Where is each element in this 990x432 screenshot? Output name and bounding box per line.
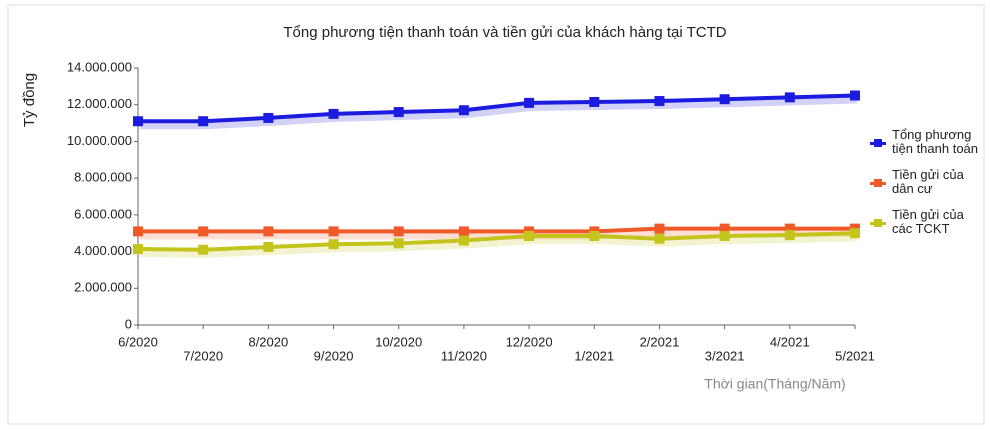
x-tick-label: 9/2020 [314,348,354,363]
legend-swatch [870,219,886,227]
x-tick-label: 6/2020 [118,334,158,349]
point [654,233,665,244]
y-tick-label: 4.000.000 [74,243,132,258]
line-shadow [140,228,857,240]
point [719,223,730,234]
x-tick-label: 11/2020 [441,348,487,363]
series-line [138,93,856,124]
point [524,97,535,108]
point [328,226,339,237]
point [654,223,665,234]
y-tick-label: 8.000.000 [74,170,132,185]
y-tick-label: 2.000.000 [74,280,132,295]
point [458,235,469,246]
x-tick-label: 1/2021 [574,348,614,363]
x-tick-label: 10/2020 [375,334,422,349]
legend-item: Tiền gửi của dân cư [870,168,980,196]
point [393,238,404,249]
point [393,107,404,118]
point [328,239,339,250]
x-tick-label: 8/2020 [248,334,288,349]
line-shadow [140,95,858,130]
frame [7,4,985,425]
x-tick-label: 4/2021 [770,334,810,349]
point [328,108,339,119]
point [850,90,860,101]
point [589,230,600,241]
point [524,230,535,241]
point [654,96,665,107]
point [393,226,404,237]
point [850,228,860,239]
point [589,96,600,107]
y-tick-label: 0 [125,316,132,331]
point [784,223,795,234]
legend-swatch [870,139,886,147]
point [263,241,274,252]
x-axis-title: Thời gian(Tháng/Năm) [704,376,845,392]
y-tick-label: 6.000.000 [74,206,132,221]
point [719,230,730,241]
point [263,112,274,123]
x-tick-label: 7/2020 [183,348,223,363]
x-tick-label: 12/2020 [506,334,553,349]
series-line [137,231,856,252]
x-tick-label: 2/2021 [640,334,680,349]
legend-label: Tiền gửi của các TCKT [892,207,964,236]
y-tick-label: 10.000.000 [67,133,132,148]
point [133,116,143,127]
legend-label: Tổng phương tiện thanh toán [892,127,979,156]
point [458,226,469,237]
chart-title: Tổng phương tiện thanh toán và tiền gửi … [283,24,726,41]
y-tick-label: 12.000.000 [67,96,132,111]
point [133,226,143,237]
point [198,244,209,255]
point [784,230,795,241]
legend-item: Tổng phương tiện thanh toán [870,128,980,156]
legend-swatch [870,179,886,187]
x-tick-label: 5/2021 [835,348,875,363]
series-line [138,226,855,234]
legend: Tổng phương tiện thanh toán Tiền gửi của … [870,128,980,248]
legend-item: Tiền gửi của các TCKT [870,208,980,236]
y-axis-title: Tỷ đồng [21,73,38,127]
x-tick-label: 3/2021 [705,348,745,363]
point [458,105,469,116]
point [784,92,795,103]
y-tick-label: 14.000.000 [67,59,132,74]
point [263,226,274,237]
point [198,226,209,237]
point [198,116,209,127]
point [719,94,730,105]
line-shadow [139,233,858,258]
point [133,244,143,255]
legend-label: Tiền gửi của dân cư [892,167,964,196]
